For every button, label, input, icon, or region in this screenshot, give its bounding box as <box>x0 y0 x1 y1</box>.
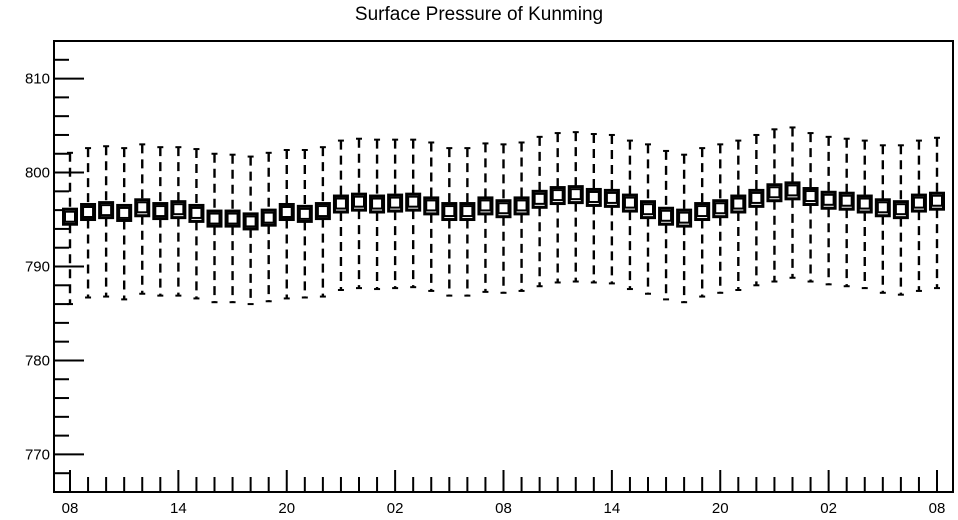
median-marker <box>172 203 185 216</box>
median-marker <box>642 203 654 216</box>
median-marker <box>551 189 564 202</box>
x-tick-label: 08 <box>495 500 512 517</box>
median-marker <box>118 206 131 219</box>
median-marker <box>876 201 889 214</box>
median-marker <box>407 195 420 208</box>
median-marker <box>804 190 817 203</box>
median-marker <box>154 205 167 218</box>
x-tick-label: 20 <box>278 500 295 517</box>
median-marker <box>389 196 402 209</box>
x-tick-label: 14 <box>170 500 187 517</box>
median-marker <box>82 206 95 219</box>
median-marker <box>262 211 275 224</box>
median-marker <box>497 202 510 215</box>
median-marker <box>750 191 763 204</box>
median-marker <box>894 203 907 216</box>
median-marker <box>714 202 727 215</box>
median-marker <box>515 199 528 212</box>
median-marker <box>533 192 546 205</box>
y-tick-label: 790 <box>25 259 50 276</box>
y-tick-label: 770 <box>25 446 50 463</box>
median-marker <box>605 191 618 204</box>
median-marker <box>931 194 943 207</box>
median-marker <box>244 215 257 228</box>
median-marker <box>316 205 329 218</box>
median-marker <box>208 212 221 225</box>
median-marker <box>298 207 311 220</box>
median-marker <box>858 197 871 210</box>
y-tick-label: 810 <box>25 71 50 88</box>
x-tick-label: 08 <box>929 500 946 517</box>
median-marker <box>371 197 384 210</box>
x-tick-label: 14 <box>604 500 621 517</box>
median-marker <box>353 195 365 208</box>
median-marker <box>587 190 600 203</box>
median-marker <box>100 204 113 217</box>
median-marker <box>678 211 691 224</box>
median-marker <box>479 199 492 212</box>
median-marker <box>912 196 925 209</box>
median-marker <box>443 205 456 218</box>
median-marker <box>64 210 76 223</box>
y-tick-label: 800 <box>25 165 50 182</box>
median-marker <box>280 206 293 219</box>
median-marker <box>696 205 709 218</box>
median-marker <box>425 199 438 212</box>
median-marker <box>822 193 835 206</box>
median-marker <box>334 197 347 210</box>
x-tick-label: 02 <box>387 500 404 517</box>
median-marker <box>136 201 149 214</box>
median-marker <box>569 188 582 201</box>
median-marker <box>840 194 853 207</box>
x-tick-label: 20 <box>712 500 729 517</box>
median-marker <box>786 184 799 197</box>
median-marker <box>623 196 636 209</box>
median-marker <box>461 205 474 218</box>
chart-title: Surface Pressure of Kunming <box>354 4 604 25</box>
median-marker <box>190 206 203 219</box>
x-tick-label: 08 <box>62 500 79 517</box>
x-tick-label: 02 <box>820 500 837 517</box>
median-marker <box>660 209 673 222</box>
median-marker <box>732 197 745 210</box>
y-tick-label: 780 <box>25 352 50 369</box>
median-marker <box>768 186 781 199</box>
median-marker <box>226 212 239 225</box>
